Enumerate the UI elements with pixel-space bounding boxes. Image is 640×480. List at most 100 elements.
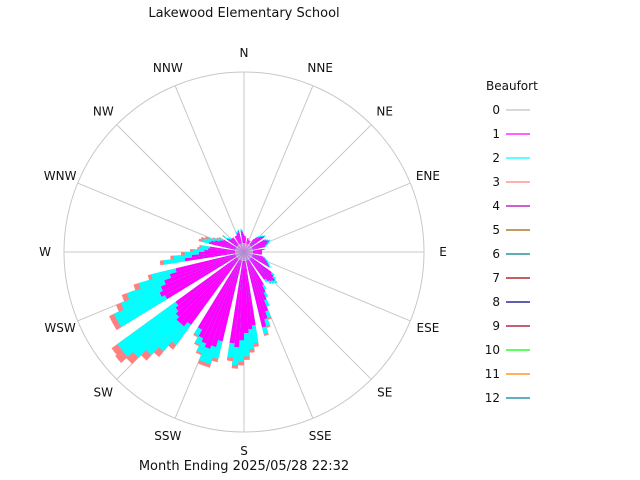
wedge-nnw-4-beaufort-0: [241, 243, 244, 252]
wedge-se-0-beaufort-0: [244, 252, 252, 258]
wedge-s-1-beaufort-1: [244, 252, 253, 330]
wedge-wsw-5-beaufort-1: [175, 252, 244, 273]
wedge-e-1-beaufort-0: [244, 251, 253, 252]
wedge-sw-2-beaufort-1: [176, 252, 244, 324]
wedge-nw-2-beaufort-0: [237, 245, 244, 252]
wedge-s-1-beaufort-0: [244, 252, 245, 261]
wedge-w-0-beaufort-1: [184, 252, 244, 262]
legend-label-4: 4: [492, 199, 500, 213]
grid-spoke-ene: [243, 182, 411, 253]
wedge-e-2-beaufort-0: [244, 251, 254, 252]
wedge-sw-0-beaufort-1: [187, 252, 244, 325]
wedge-sse-4-beaufort-1: [244, 252, 268, 320]
legend-label-6: 6: [492, 247, 500, 261]
wedge-nw-5-beaufort-0: [238, 244, 244, 252]
wedge-wsw-2-beaufort-1: [160, 252, 244, 291]
wedge-sse-3-beaufort-1: [244, 252, 269, 312]
wedge-ssw-1-beaufort-0: [241, 252, 244, 261]
wedge-ssw-5-beaufort-1: [197, 252, 244, 330]
legend-label-10: 10: [485, 343, 500, 357]
wedge-se-3-beaufort-0: [244, 252, 251, 259]
wedge-wnw-2-beaufort-0: [235, 248, 244, 252]
direction-label-s: S: [240, 444, 248, 458]
wedge-n-5-beaufort-1: [244, 237, 247, 252]
legend-label-5: 5: [492, 223, 500, 237]
wedge-s-0-beaufort-0: [244, 252, 246, 261]
wedge-ne-1-beaufort-0: [244, 245, 250, 252]
wedge-sse-0-beaufort-0: [244, 252, 249, 260]
wedge-wsw-5-beaufort-0: [235, 252, 244, 255]
wedge-ese-3-beaufort-0: [244, 252, 253, 256]
direction-label-nw: NW: [93, 104, 114, 118]
wedge-se-4-beaufort-1: [244, 252, 270, 282]
wedge-ne-4-beaufort-0: [244, 246, 251, 252]
wedge-s-5-beaufort-1: [229, 252, 244, 344]
wedge-ene-2-beaufort-0: [244, 248, 253, 252]
wedge-wnw-5-beaufort-0: [236, 247, 244, 252]
wedge-se-2-beaufort-1: [244, 252, 275, 282]
wedge-ne-5-beaufort-0: [244, 246, 252, 252]
wedge-sse-2-beaufort-1: [244, 252, 267, 301]
legend-label-2: 2: [492, 151, 500, 165]
legend-label-3: 3: [492, 175, 500, 189]
legend-label-0: 0: [492, 103, 500, 117]
grid-spoke-nw: [116, 124, 245, 253]
wedge-nnw-0-beaufort-0: [239, 244, 244, 252]
wedge-nw-1-beaufort-0: [237, 246, 244, 252]
wedge-nnw-2-beaufort-0: [240, 243, 244, 252]
wedge-sse-3-beaufort-0: [244, 252, 248, 261]
legend-label-7: 7: [492, 271, 500, 285]
wedge-w-2-beaufort-1: [199, 252, 244, 255]
wedge-ssw-3-beaufort-1: [201, 252, 244, 344]
wedge-n-2-beaufort-0: [243, 242, 244, 252]
wedge-ssw-1-beaufort-1: [210, 252, 244, 347]
wedge-sw-5-beaufort-1: [175, 252, 244, 306]
direction-label-nne: NNE: [307, 61, 333, 75]
wedge-ssw-3-beaufort-0: [240, 252, 244, 261]
wedge-nne-2-beaufort-0: [244, 243, 248, 252]
wedge-ene-1-beaufort-0: [244, 247, 253, 252]
wedge-ssw-4-beaufort-1: [198, 252, 244, 339]
wedge-wnw-4-beaufort-0: [235, 247, 244, 252]
direction-label-se: SE: [377, 386, 392, 400]
legend-label-1: 1: [492, 127, 500, 141]
wedge-nnw-5-beaufort-0: [241, 243, 244, 252]
legend-label-8: 8: [492, 295, 500, 309]
wedge-e-0-beaufort-1: [244, 248, 264, 252]
direction-label-wnw: WNW: [44, 169, 77, 183]
wedge-se-3-beaufort-1: [244, 252, 272, 282]
wedge-nw-4-beaufort-0: [238, 245, 244, 252]
wedge-se-4-beaufort-0: [244, 252, 250, 259]
wind-wedges: [109, 228, 278, 369]
wedge-s-2-beaufort-1: [244, 252, 249, 334]
grid-spoke-ese: [243, 251, 411, 322]
wedge-w-5-beaufort-0: [235, 250, 244, 252]
wedge-sse-4-beaufort-0: [244, 252, 247, 261]
wedge-sse-5-beaufort-1: [244, 252, 267, 328]
direction-label-sw: SW: [94, 386, 114, 400]
chart-title: Lakewood Elementary School: [148, 6, 340, 21]
grid-spoke-nnw: [174, 85, 245, 253]
wedge-w-1-beaufort-0: [235, 252, 244, 253]
wedge-s-5-beaufort-0: [242, 252, 244, 261]
wedge-nne-3-beaufort-0: [244, 243, 248, 252]
wedge-wsw-1-beaufort-0: [235, 252, 244, 257]
wedge-wsw-1-beaufort-1: [159, 252, 244, 297]
wedge-n-1-beaufort-0: [243, 243, 244, 252]
wedge-sw-5-beaufort-0: [236, 252, 244, 258]
wedge-wnw-3-beaufort-0: [235, 248, 244, 252]
direction-label-nnw: NNW: [153, 61, 183, 75]
wedge-ne-2-beaufort-0: [244, 245, 251, 252]
legend-label-9: 9: [492, 319, 500, 333]
direction-label-wsw: WSW: [44, 321, 75, 335]
wedge-wsw-0-beaufort-1: [164, 252, 244, 299]
wedge-sse-5-beaufort-0: [244, 252, 247, 261]
wedge-w-5-beaufort-1: [210, 246, 244, 252]
wedge-ene-3-beaufort-0: [244, 248, 253, 252]
direction-label-n: N: [240, 46, 249, 60]
chart-footer: Month Ending 2025/05/28 22:32: [138, 459, 350, 474]
wedge-sse-1-beaufort-1: [244, 252, 266, 293]
wedge-ne-3-beaufort-0: [244, 245, 251, 252]
